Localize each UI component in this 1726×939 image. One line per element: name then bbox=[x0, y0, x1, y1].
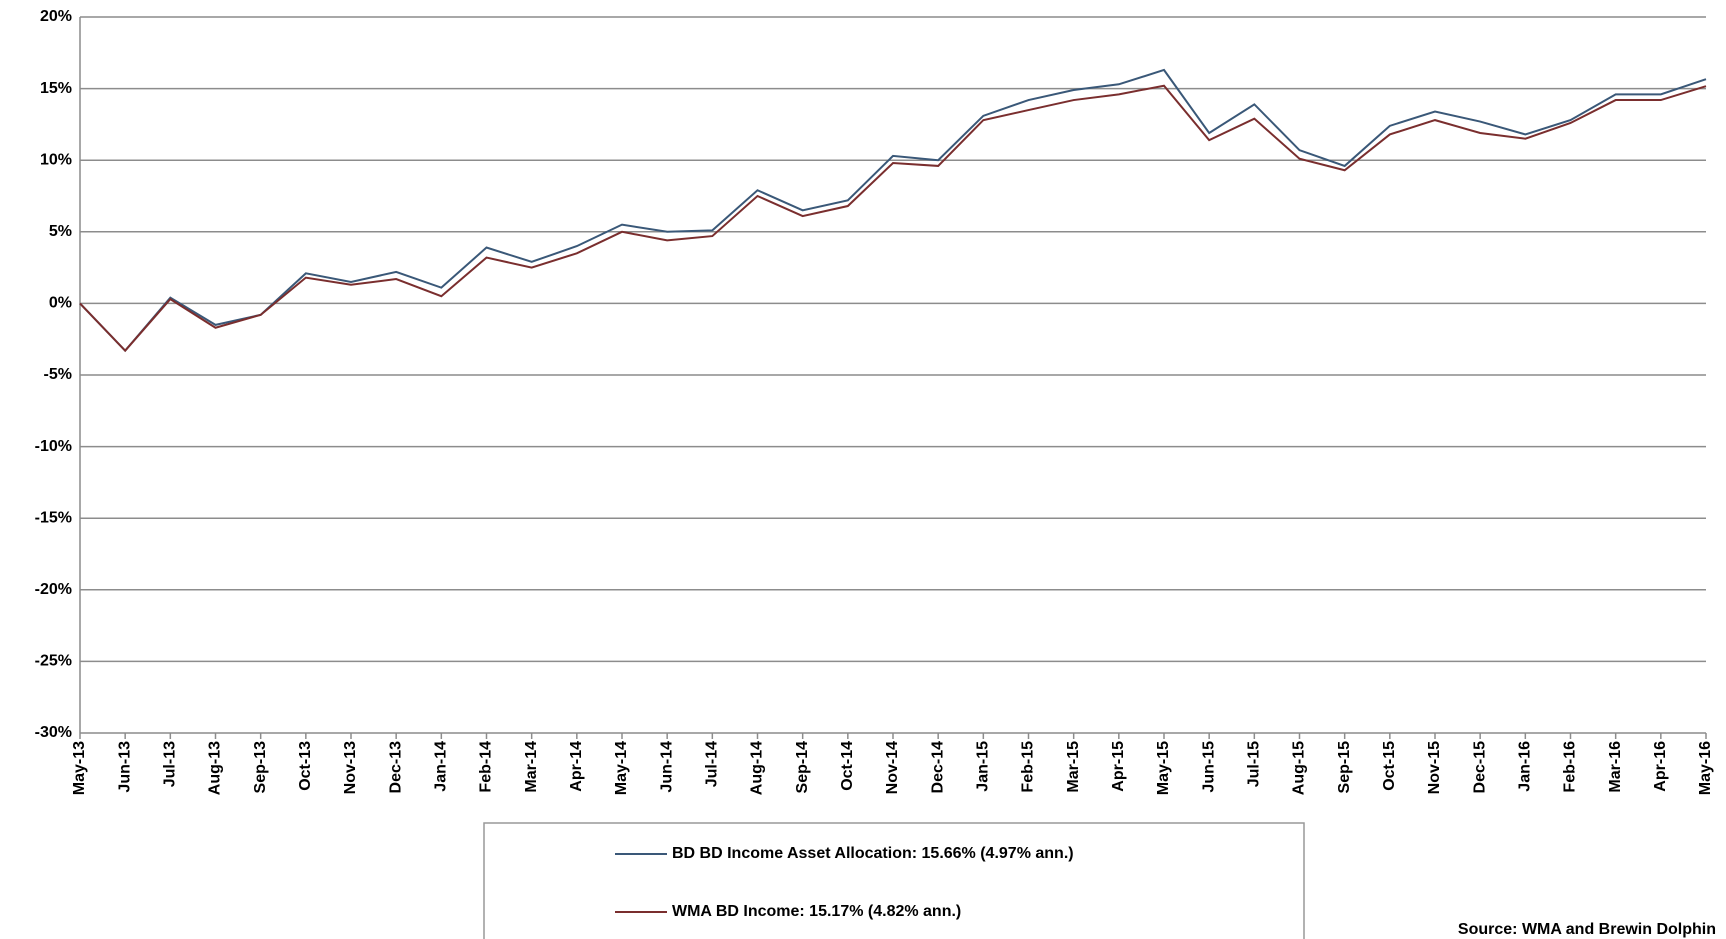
series-line bbox=[79, 84, 1707, 353]
x-tick-label: Jun-14 bbox=[658, 741, 675, 793]
y-tick-label: -10% bbox=[35, 438, 72, 455]
y-tick-label: 5% bbox=[49, 223, 72, 240]
x-tick-label: Oct-14 bbox=[839, 741, 856, 791]
x-tick-label: Oct-13 bbox=[297, 741, 314, 791]
x-tick-label: May-13 bbox=[71, 741, 88, 795]
x-tick-label: May-15 bbox=[1155, 741, 1172, 795]
x-tick-label: Jan-15 bbox=[975, 741, 992, 792]
x-tick-label: Nov-15 bbox=[1426, 741, 1443, 794]
x-tick-label: Dec-14 bbox=[929, 741, 946, 794]
x-tick-label: Apr-14 bbox=[568, 741, 585, 792]
series-line bbox=[79, 68, 1707, 353]
x-tick-label: Mar-14 bbox=[523, 741, 540, 793]
x-tick-label: Jun-13 bbox=[116, 741, 133, 793]
x-tick-label: Sep-15 bbox=[1336, 741, 1353, 794]
x-tick-label: Mar-16 bbox=[1607, 741, 1624, 793]
legend-box bbox=[483, 822, 1305, 939]
x-tick-label: Aug-15 bbox=[1291, 741, 1308, 795]
y-tick-label: -5% bbox=[44, 366, 72, 383]
legend-label: BD BD Income Asset Allocation: 15.66% (4… bbox=[672, 845, 1074, 862]
y-tick-label: 20% bbox=[40, 8, 72, 25]
x-tick-label: Feb-16 bbox=[1562, 741, 1579, 793]
x-tick-label: Apr-15 bbox=[1110, 741, 1127, 792]
y-tick-label: 10% bbox=[40, 151, 72, 168]
x-tick-label: Oct-15 bbox=[1381, 741, 1398, 791]
x-tick-label: Feb-14 bbox=[478, 741, 495, 793]
x-tick-label: Nov-13 bbox=[342, 741, 359, 794]
y-tick-label: 15% bbox=[40, 80, 72, 97]
x-tick-label: May-16 bbox=[1697, 741, 1714, 795]
legend-label: WMA BD Income: 15.17% (4.82% ann.) bbox=[672, 903, 961, 920]
x-tick-label: Jan-14 bbox=[433, 741, 450, 792]
x-tick-label: Dec-13 bbox=[387, 741, 404, 794]
y-tick-label: -15% bbox=[35, 509, 72, 526]
x-tick-label: Aug-14 bbox=[749, 741, 766, 795]
x-tick-label: Mar-15 bbox=[1065, 741, 1082, 793]
x-tick-label: Jul-14 bbox=[704, 741, 721, 787]
y-tick-label: -25% bbox=[35, 653, 72, 670]
y-tick-label: -30% bbox=[35, 724, 72, 741]
source-note: Source: WMA and Brewin Dolphin bbox=[1458, 921, 1716, 938]
x-tick-label: Jul-13 bbox=[162, 741, 179, 787]
x-tick-label: Feb-15 bbox=[1020, 741, 1037, 793]
x-tick-label: Nov-14 bbox=[884, 741, 901, 794]
x-tick-label: Jan-16 bbox=[1517, 741, 1534, 792]
x-tick-label: Aug-13 bbox=[207, 741, 224, 795]
y-tick-label: -20% bbox=[35, 581, 72, 598]
y-tick-label: 0% bbox=[49, 295, 72, 312]
x-tick-label: Sep-14 bbox=[794, 741, 811, 794]
x-tick-label: Sep-13 bbox=[252, 741, 269, 794]
x-tick-label: Jul-15 bbox=[1246, 741, 1263, 787]
x-tick-label: Apr-16 bbox=[1652, 741, 1669, 792]
x-tick-label: May-14 bbox=[613, 741, 630, 795]
x-tick-label: Dec-15 bbox=[1471, 741, 1488, 794]
x-tick-label: Jun-15 bbox=[1200, 741, 1217, 793]
